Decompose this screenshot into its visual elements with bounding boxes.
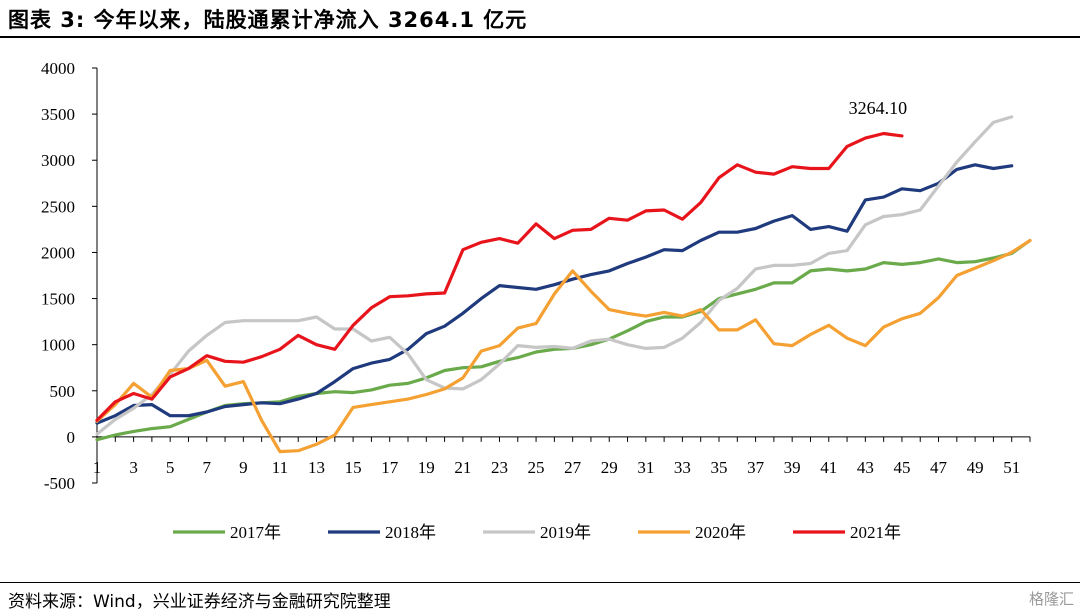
legend-label: 2020年 xyxy=(695,523,746,542)
footer-rule xyxy=(0,582,1080,583)
y-tick-label: 3500 xyxy=(41,105,75,124)
chart-series xyxy=(95,115,1032,454)
x-tick-label: 17 xyxy=(381,458,399,477)
series-line-2017年 xyxy=(95,238,1032,442)
series-line-2021年 xyxy=(95,131,904,422)
x-tick-label: 35 xyxy=(711,458,728,477)
x-tick-label: 25 xyxy=(528,458,545,477)
y-tick-label: 3000 xyxy=(41,151,75,170)
x-tick-label: 21 xyxy=(454,458,471,477)
x-tick-label: 49 xyxy=(967,458,984,477)
y-tick-label: -500 xyxy=(44,474,75,493)
x-tick-label: 23 xyxy=(491,458,508,477)
x-tick-label: 45 xyxy=(893,458,910,477)
x-tick-label: 1 xyxy=(93,458,102,477)
y-tick-label: 4000 xyxy=(41,59,75,78)
x-tick-label: 37 xyxy=(747,458,765,477)
legend-label: 2021年 xyxy=(850,523,901,542)
x-tick-label: 19 xyxy=(418,458,435,477)
x-tick-label: 7 xyxy=(203,458,212,477)
x-tick-label: 41 xyxy=(820,458,837,477)
x-tick-label: 43 xyxy=(857,458,874,477)
x-tick-label: 31 xyxy=(637,458,654,477)
legend-label: 2017年 xyxy=(230,523,281,542)
x-tick-label: 5 xyxy=(166,458,175,477)
x-tick-label: 9 xyxy=(239,458,248,477)
series-line-2020年 xyxy=(95,238,1032,454)
x-tick-label: 3 xyxy=(129,458,138,477)
chart-legend: 2017年 2018年 2019年 2020年 2021年 xyxy=(173,523,901,542)
y-tick-label: 500 xyxy=(50,382,76,401)
x-tick-label: 51 xyxy=(1003,458,1020,477)
x-tick-label: 39 xyxy=(784,458,801,477)
y-tick-label: 2500 xyxy=(41,197,75,216)
x-tick-label: 15 xyxy=(345,458,362,477)
chart-annotations: 3264.10 xyxy=(849,98,908,118)
legend-label: 2019年 xyxy=(540,523,591,542)
y-tick-label: 0 xyxy=(67,428,76,447)
source-note: 资料来源：Wind，兴业证券经济与金融研究院整理 xyxy=(8,592,391,612)
watermark-logo: 格隆汇 xyxy=(1028,590,1074,608)
y-tick-label: 2000 xyxy=(41,243,75,262)
x-tick-label: 47 xyxy=(930,458,948,477)
x-tick-label: 27 xyxy=(564,458,582,477)
legend-label: 2018年 xyxy=(385,523,436,542)
x-tick-label: 33 xyxy=(674,458,691,477)
x-tick-label: 29 xyxy=(601,458,618,477)
y-tick-label: 1000 xyxy=(41,336,75,355)
annotation-label: 3264.10 xyxy=(849,98,908,118)
series-line-2018年 xyxy=(95,163,1014,425)
series-line-2019年 xyxy=(95,115,1014,436)
y-tick-label: 1500 xyxy=(41,290,75,309)
x-tick-label: 11 xyxy=(272,458,288,477)
title-rule xyxy=(0,36,1080,38)
x-tick-label: 13 xyxy=(308,458,325,477)
figure-title: 图表 3: 今年以来，陆股通累计净流入 3264.1 亿元 xyxy=(8,8,528,32)
